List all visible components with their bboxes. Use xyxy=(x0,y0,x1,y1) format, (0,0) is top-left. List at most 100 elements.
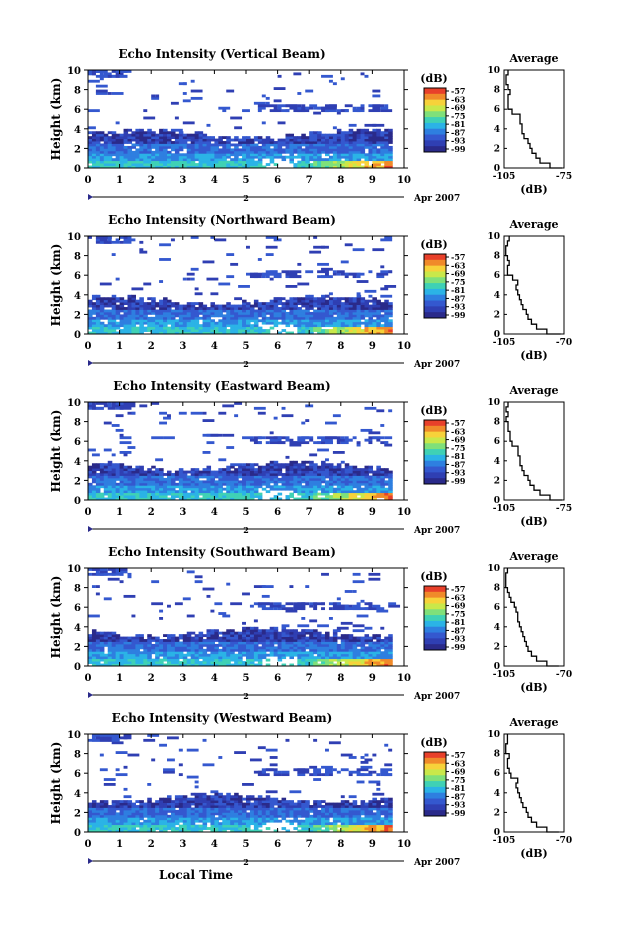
heatmap-cell xyxy=(376,324,381,328)
heatmap-cell xyxy=(368,487,373,491)
heatmap-cell xyxy=(348,319,354,323)
heatmap-cell xyxy=(115,314,121,318)
heatmap-cell xyxy=(218,282,231,286)
heatmap-cell xyxy=(238,492,243,496)
heatmap-cell xyxy=(190,324,196,328)
avg-y-tick-label: 10 xyxy=(487,398,500,408)
heatmap-cell xyxy=(198,160,204,164)
y-tick-label: 4 xyxy=(74,457,81,468)
heatmap-cell xyxy=(265,304,271,308)
heatmap-cell xyxy=(368,431,381,435)
heatmap-cell xyxy=(135,138,140,142)
heatmap-cell xyxy=(186,277,191,281)
heatmap-cell xyxy=(277,607,282,611)
heatmap-cell xyxy=(163,663,168,667)
heatmap-cell xyxy=(119,570,128,574)
heatmap-cell xyxy=(257,314,263,318)
heatmap-cell xyxy=(91,658,97,662)
heatmap-cells xyxy=(88,236,397,335)
heatmap-cell xyxy=(198,304,204,308)
heatmap-cell xyxy=(147,302,152,305)
heatmap-cell xyxy=(360,148,366,152)
heatmap-cell xyxy=(376,136,381,139)
heatmap-cell xyxy=(155,641,160,645)
heatmap-cell xyxy=(151,160,156,164)
heatmap-cell xyxy=(348,321,354,325)
heatmap-cell xyxy=(155,155,160,159)
heatmap-cell xyxy=(210,136,215,139)
heatmap-cell xyxy=(317,482,322,486)
heatmap-cell xyxy=(131,145,136,149)
x-tick-label: 9 xyxy=(369,507,376,518)
heatmap-cell xyxy=(170,133,176,137)
heatmap-cell xyxy=(91,307,97,310)
heatmap-cell xyxy=(202,329,208,332)
heatmap-cell xyxy=(230,631,235,635)
heatmap-cell xyxy=(111,470,117,474)
heatmap-cell xyxy=(352,473,358,476)
heatmap-cell xyxy=(182,309,188,313)
heatmap-cell xyxy=(107,160,113,164)
y-tick-label: 2 xyxy=(74,476,81,487)
heatmap-cell xyxy=(210,319,215,323)
heatmap-cell xyxy=(163,307,168,310)
heatmap-cell xyxy=(147,155,152,159)
heatmap-cell xyxy=(380,304,385,308)
heatmap-cell xyxy=(309,490,314,494)
heatmap-cell xyxy=(123,319,129,323)
heatmap-cell xyxy=(273,482,279,486)
heatmap-cell xyxy=(131,150,136,154)
heatmap-cell xyxy=(210,314,215,318)
heatmap-cell xyxy=(186,570,195,574)
heatmap-cell xyxy=(301,163,306,166)
heatmap-cell xyxy=(285,141,291,144)
heatmap-cell xyxy=(131,136,136,139)
heatmap-cell xyxy=(388,153,393,157)
heatmap-cell xyxy=(340,470,346,474)
heatmap-cell xyxy=(336,475,342,479)
heatmap-cell xyxy=(234,311,239,315)
heatmap-cell xyxy=(198,165,204,169)
heatmap-cell xyxy=(317,465,322,469)
heatmap-cell xyxy=(194,580,203,584)
heatmap-cell xyxy=(325,324,330,328)
heatmap-cell xyxy=(253,636,259,640)
heatmap-cell xyxy=(107,656,113,660)
heatmap-cell xyxy=(91,487,97,491)
heatmap-cell xyxy=(309,304,314,308)
heatmap-cell xyxy=(234,145,239,149)
heatmap-cell xyxy=(103,480,109,484)
heatmap-cell xyxy=(328,158,334,162)
heatmap-cell xyxy=(261,321,267,325)
heatmap-cell xyxy=(265,155,271,159)
heatmap-cell xyxy=(127,475,133,479)
heatmap-cell xyxy=(277,487,283,491)
heatmap-cell xyxy=(91,738,100,742)
heatmap-cell xyxy=(249,656,255,660)
heatmap-cell xyxy=(214,238,227,242)
heatmap-cell xyxy=(178,309,184,313)
heatmap-cell xyxy=(273,153,279,157)
heatmap-cell xyxy=(238,643,243,647)
heatmap-cell xyxy=(234,482,239,486)
heatmap-cell xyxy=(103,475,109,479)
heatmap-cell xyxy=(246,643,251,647)
heatmap-cell xyxy=(293,319,298,323)
heatmap-cell xyxy=(95,480,101,484)
y-tick-label: 10 xyxy=(67,398,81,409)
heatmap-cell xyxy=(159,473,164,476)
heatmap-cell xyxy=(352,629,365,633)
heatmap-cell xyxy=(123,594,136,598)
heatmap-cell xyxy=(293,480,298,484)
heatmap-cell xyxy=(143,475,148,479)
heatmap-cell xyxy=(222,404,235,408)
heatmap-cell xyxy=(174,643,180,647)
heatmap-cell xyxy=(119,485,125,489)
heatmap-cell xyxy=(325,316,330,320)
heatmap-cell xyxy=(139,311,144,315)
heatmap-cell xyxy=(167,326,172,330)
heatmap-cell xyxy=(202,319,208,323)
heatmap-cell xyxy=(95,658,101,662)
heatmap-cell xyxy=(230,309,235,313)
heatmap-cell xyxy=(186,492,192,496)
